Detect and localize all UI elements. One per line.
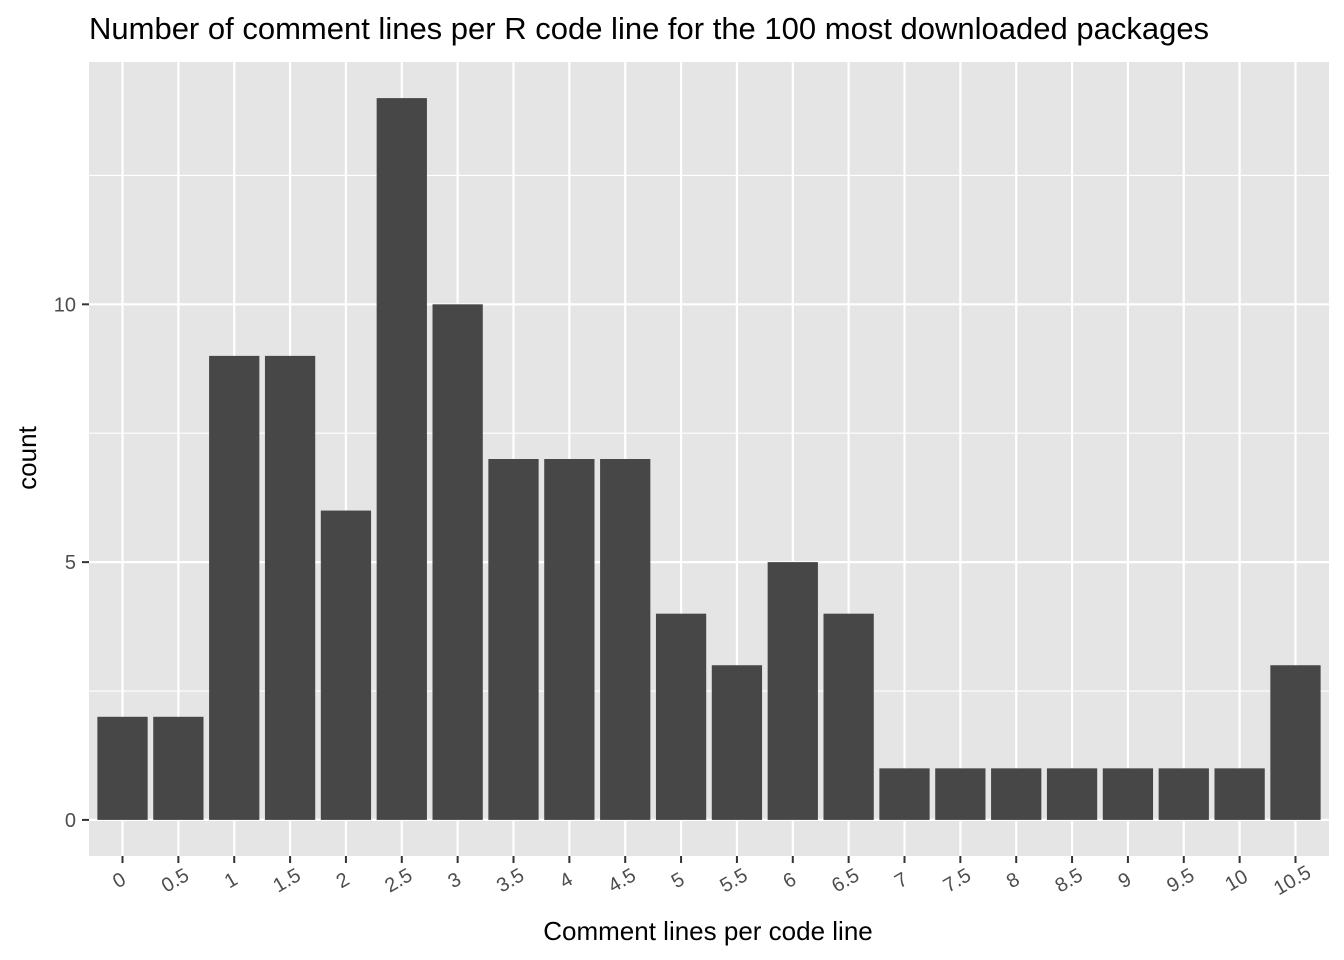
bar	[153, 716, 204, 820]
bar	[1158, 768, 1209, 820]
x-tick-label: 0	[109, 868, 130, 893]
x-tick-label: 1.5	[270, 864, 305, 897]
y-tick-label: 5	[65, 552, 76, 574]
bar	[600, 459, 651, 820]
bar	[432, 304, 483, 820]
x-tick-label: 2.5	[381, 864, 416, 897]
bar	[1046, 768, 1098, 820]
bar	[488, 459, 539, 820]
bar	[264, 355, 316, 820]
bar	[935, 768, 986, 820]
bar	[97, 716, 148, 820]
bar	[879, 768, 930, 820]
x-tick-label: 6.5	[828, 864, 863, 897]
x-tick-label: 8.5	[1052, 864, 1087, 897]
bar	[711, 665, 763, 820]
x-tick-label: 0.5	[158, 864, 193, 897]
x-tick-label: 7	[891, 868, 912, 893]
x-tick-label: 8	[1003, 868, 1024, 893]
x-tick-label: 9	[1115, 868, 1136, 893]
x-tick-label: 4.5	[605, 864, 640, 897]
x-tick-label: 6	[779, 868, 800, 893]
bar	[823, 613, 874, 820]
y-tick-label: 10	[54, 294, 76, 316]
bar	[1270, 665, 1321, 820]
bar	[1102, 768, 1154, 820]
x-tick-label: 2	[333, 868, 354, 893]
bars	[97, 98, 1321, 820]
y-tick-label: 0	[65, 810, 76, 832]
x-tick-label: 3	[444, 868, 465, 893]
x-tick-label: 3.5	[493, 864, 528, 897]
bar	[209, 355, 260, 820]
bar	[767, 562, 818, 820]
bar	[991, 768, 1042, 820]
x-tick-label: 5.5	[716, 864, 751, 897]
y-axis-title: count	[12, 425, 42, 489]
bar	[376, 98, 427, 820]
x-axis-title: Comment lines per code line	[543, 916, 873, 946]
bar	[1214, 768, 1265, 820]
bar	[544, 459, 595, 820]
x-tick-label: 10	[1221, 866, 1251, 896]
chart-title: Number of comment lines per R code line …	[89, 11, 1209, 46]
bar	[320, 510, 372, 820]
x-tick-label: 4	[556, 868, 577, 893]
x-tick-label: 1	[221, 868, 242, 893]
x-tick-label: 9.5	[1163, 864, 1198, 897]
bar	[655, 613, 707, 820]
x-tick-label: 10.5	[1270, 862, 1315, 901]
x-tick-label: 7.5	[940, 864, 975, 897]
x-tick-label: 5	[668, 868, 689, 893]
